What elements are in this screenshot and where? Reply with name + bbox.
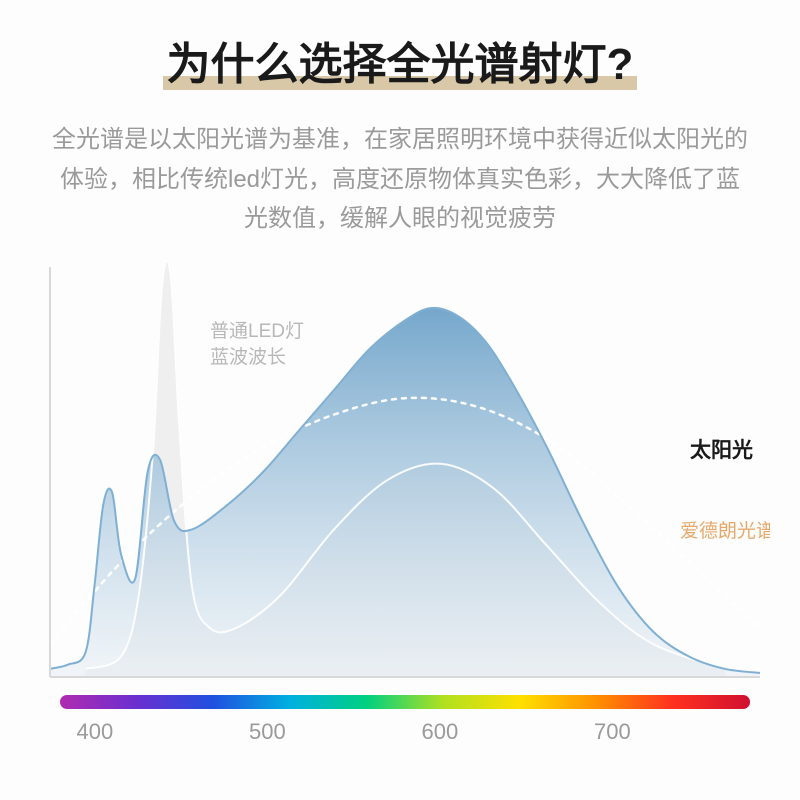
sunlight-label: 太阳光 <box>690 439 753 462</box>
chart-svg: 普通LED灯蓝波波长太阳光爱德朗光谱 <box>30 257 770 687</box>
x-axis-ticks: 400 500 600 700 <box>60 719 750 747</box>
page-title: 为什么选择全光谱射灯? <box>163 28 638 94</box>
description-text: 全光谱是以太阳光谱为基准，在家居照明环境中获得近似太阳光的体验，相比传统led灯… <box>50 120 750 239</box>
brand-spectrum-label: 爱德朗光谱 <box>680 520 770 542</box>
led-label-line1: 普通LED灯 <box>210 320 304 342</box>
spectrum-chart: 普通LED灯蓝波波长太阳光爱德朗光谱 <box>30 257 770 687</box>
full-spectrum-area <box>50 308 760 677</box>
xtick-label: 700 <box>594 719 631 745</box>
xtick-label: 600 <box>422 719 459 745</box>
xtick-label: 500 <box>249 719 286 745</box>
xtick-label: 400 <box>77 719 114 745</box>
led-label-line2: 蓝波波长 <box>210 346 286 368</box>
spectrum-gradient-bar <box>60 695 750 709</box>
